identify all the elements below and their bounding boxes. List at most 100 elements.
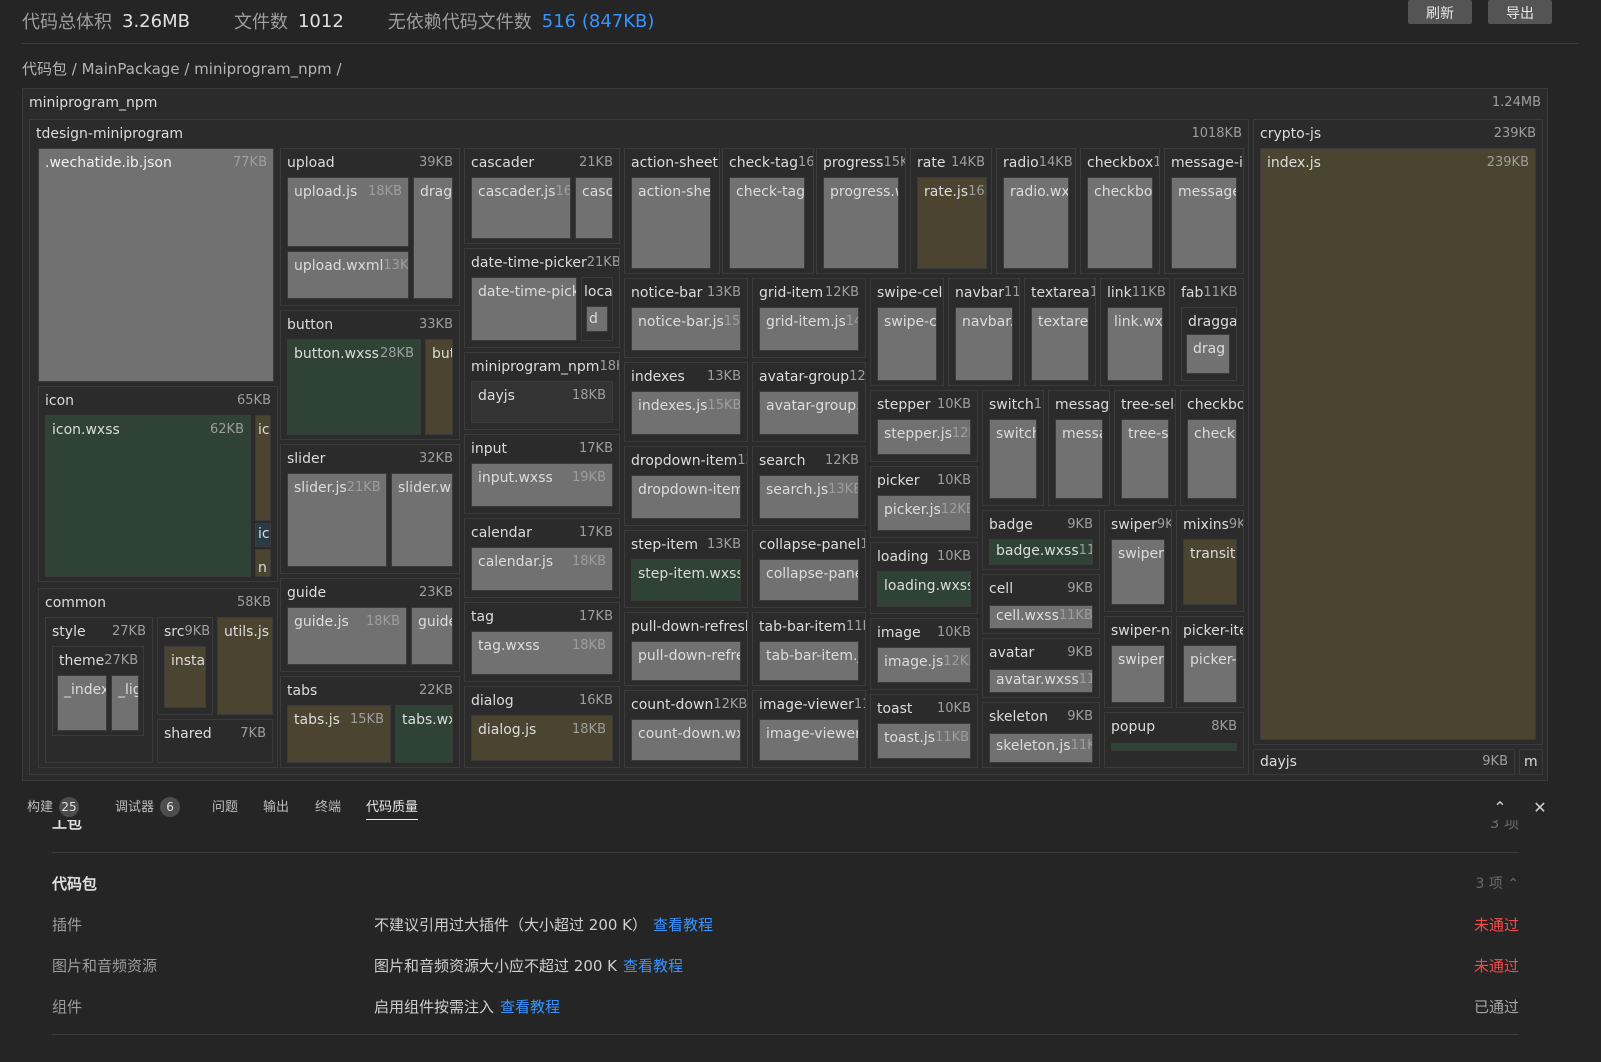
message-child[interactable]: messa bbox=[1055, 419, 1103, 499]
wechatide-block[interactable]: .wechatide.ib.json 77KB bbox=[38, 148, 274, 382]
src-instar-block[interactable]: instar bbox=[164, 646, 206, 708]
no-dep-value-link[interactable]: 516 (847KB) bbox=[541, 10, 655, 32]
picker-item-child[interactable]: picker- bbox=[1183, 645, 1237, 703]
image-viewer-block[interactable]: image-viewer11K image-viewer.j bbox=[752, 690, 866, 768]
fab-block[interactable]: fab 11KB draggal drag bbox=[1174, 278, 1244, 386]
mixins-block[interactable]: mixins9KI transiti bbox=[1176, 510, 1244, 612]
refresh-button[interactable]: 刷新 bbox=[1408, 0, 1472, 24]
message-block[interactable]: message messa bbox=[1048, 390, 1110, 506]
collapse-block[interactable]: collapse-panel11 collapse-panel bbox=[752, 530, 866, 608]
action-sheet-block[interactable]: action-sheet1 action-shee bbox=[624, 148, 720, 274]
guide-js-block[interactable]: guide.js 18KB bbox=[287, 607, 407, 665]
textarea-child[interactable]: textarea bbox=[1031, 307, 1089, 381]
shared-block[interactable]: shared 7KB bbox=[157, 719, 273, 763]
m-block[interactable]: m bbox=[1519, 749, 1543, 775]
action-sheet-child[interactable]: action-shee bbox=[631, 177, 711, 269]
switch-block[interactable]: switch10 switch. bbox=[982, 390, 1044, 506]
common-block[interactable]: common 58KB style 27KB theme 27KB _index _l… bbox=[38, 588, 278, 768]
guide-other-block[interactable]: guide bbox=[411, 607, 453, 665]
tabs-block[interactable]: tabs 22KB tabs.js 15KB tabs.wxs bbox=[280, 676, 460, 768]
popup-child[interactable] bbox=[1111, 743, 1237, 751]
message-item-block[interactable]: message-it message bbox=[1164, 148, 1244, 274]
dtp-block[interactable]: date-time-picker 21KB date-time-picke loc… bbox=[464, 248, 620, 348]
swiper-child[interactable]: swiper. bbox=[1111, 539, 1165, 605]
textarea-block[interactable]: textarea11 textarea bbox=[1024, 278, 1096, 386]
theme-lig-block[interactable]: _lig bbox=[111, 675, 139, 731]
count-down-child[interactable]: count-down.wxs bbox=[631, 719, 741, 761]
tab-code-quality[interactable]: 代码质量 bbox=[366, 796, 419, 820]
upload-wxml-block[interactable]: upload.wxml13KB bbox=[287, 251, 409, 299]
tabs-wxs-block[interactable]: tabs.wxs bbox=[395, 705, 453, 763]
toast-child[interactable]: toast.js 11KB bbox=[877, 723, 971, 759]
image-block[interactable]: image 10KB image.js12KB bbox=[870, 618, 978, 690]
checkbox-group-block[interactable]: checkbo checkl bbox=[1180, 390, 1244, 506]
chevron-up-icon[interactable]: ⌃ bbox=[1493, 798, 1507, 817]
upload-block[interactable]: upload 39KB upload.js 18KB drag. upload.wx… bbox=[280, 148, 460, 306]
button-wxss-block[interactable]: button.wxss 28KB bbox=[287, 339, 421, 435]
picker-child[interactable]: picker.js12KB bbox=[877, 495, 971, 531]
fab-drag-child[interactable]: drag bbox=[1186, 334, 1230, 374]
tutorial-link[interactable]: 查看教程 bbox=[500, 998, 561, 1016]
dayjs-block[interactable]: dayjs 9KB bbox=[1253, 749, 1515, 775]
switch-child[interactable]: switch. bbox=[989, 419, 1037, 499]
checkbox-group-child[interactable]: checkl bbox=[1187, 419, 1237, 499]
guide-block[interactable]: guide 23KB guide.js 18KB guide bbox=[280, 578, 460, 672]
prev-section-header[interactable]: 工包 3 项 bbox=[52, 820, 1519, 836]
cell-child[interactable]: cell.wxss 11KB bbox=[989, 605, 1093, 629]
toast-block[interactable]: toast 10KB toast.js 11KB bbox=[870, 694, 978, 768]
icon-block[interactable]: icon 65KB icon.wxss 62KB ic ic n bbox=[38, 386, 278, 582]
tutorial-link[interactable]: 查看教程 bbox=[653, 916, 714, 934]
swipe-cell-block[interactable]: swipe-cell swipe-ce bbox=[870, 278, 944, 386]
calendar-js-block[interactable]: calendar.js 18KB bbox=[471, 547, 613, 591]
checkbox-child[interactable]: checkbox bbox=[1087, 177, 1153, 269]
search-child[interactable]: search.js 13KB bbox=[759, 475, 859, 519]
calendar-block[interactable]: calendar 17KB calendar.js 18KB bbox=[464, 518, 620, 598]
input-wxss-block[interactable]: input.wxss 19KB bbox=[471, 463, 613, 507]
check-tag-block[interactable]: check-tag16k check-tag.v bbox=[722, 148, 814, 274]
avatar-group-child[interactable]: avatar-group.v bbox=[759, 391, 859, 435]
dialog-js-block[interactable]: dialog.js 18KB bbox=[471, 715, 613, 761]
progress-child[interactable]: progress.w bbox=[823, 177, 899, 269]
treemap-root[interactable]: miniprogram_npm 1.24MB bbox=[29, 95, 1541, 111]
icon-other-1[interactable]: ic bbox=[255, 415, 271, 521]
crypto-js-block[interactable]: crypto-js 239KB index.js 239KB bbox=[1253, 119, 1543, 745]
tab-problems[interactable]: 问题 bbox=[212, 800, 239, 815]
icon-other-3[interactable]: n bbox=[255, 549, 271, 577]
cascader-other-block[interactable]: casca bbox=[575, 177, 613, 239]
rate-block[interactable]: rate 14KB rate.js16K bbox=[910, 148, 992, 274]
export-button[interactable]: 导出 bbox=[1488, 0, 1552, 24]
swipe-cell-child[interactable]: swipe-ce bbox=[877, 307, 937, 381]
upload-drag-block[interactable]: drag. bbox=[413, 177, 453, 299]
progress-block[interactable]: progress15K progress.w bbox=[816, 148, 906, 274]
rate-child[interactable]: rate.js16K bbox=[917, 177, 987, 269]
indexes-child[interactable]: indexes.js 15KB bbox=[631, 391, 741, 435]
collapse-child[interactable]: collapse-panel bbox=[759, 559, 859, 601]
slider-wx-block[interactable]: slider.wx bbox=[391, 473, 453, 567]
tab-bar-item-child[interactable]: tab-bar-item.js bbox=[759, 641, 859, 681]
dtp-js-block[interactable]: date-time-picke bbox=[471, 277, 577, 341]
count-down-block[interactable]: count-down 12KB count-down.wxs bbox=[624, 690, 748, 768]
dtp-locale-block[interactable]: loca d bbox=[581, 277, 613, 341]
tutorial-link[interactable]: 查看教程 bbox=[623, 957, 684, 975]
icon-wxss-block[interactable]: icon.wxss 62KB bbox=[45, 415, 251, 577]
dtp-locale-child[interactable]: d bbox=[586, 306, 608, 332]
